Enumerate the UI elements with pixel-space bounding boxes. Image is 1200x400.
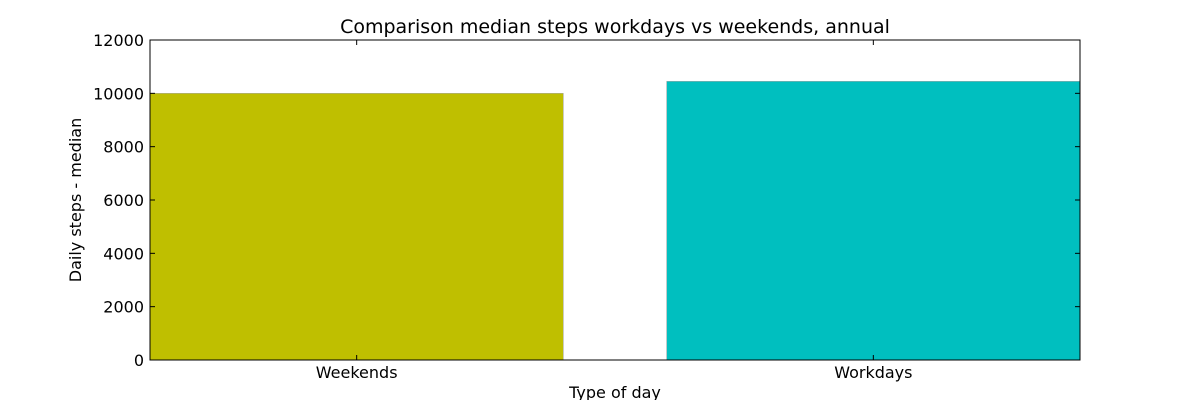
y-axis-label: Daily steps - median xyxy=(66,118,85,282)
y-tick-label: 10000 xyxy=(93,84,144,103)
bars-layer xyxy=(149,81,1081,361)
y-tick-label: 12000 xyxy=(93,31,144,50)
y-tick-label: 2000 xyxy=(103,298,144,317)
y-axis-ticks: 0 2000 4000 6000 8000 10000 12000 xyxy=(93,31,1080,370)
x-tick-label: Workdays xyxy=(834,363,912,382)
plot-frame xyxy=(149,39,1081,361)
y-tick-label: 6000 xyxy=(103,191,144,210)
y-tick-label: 4000 xyxy=(103,244,144,263)
x-axis-label: Type of day xyxy=(568,383,661,400)
x-axis-ticks: Weekends Workdays xyxy=(316,40,912,382)
bar-weekends xyxy=(149,93,564,361)
y-tick-label: 8000 xyxy=(103,138,144,157)
bar-workdays xyxy=(666,81,1081,361)
chart-title: Comparison median steps workdays vs week… xyxy=(340,16,890,38)
y-tick-label: 0 xyxy=(134,351,144,370)
x-tick-label: Weekends xyxy=(316,363,398,382)
